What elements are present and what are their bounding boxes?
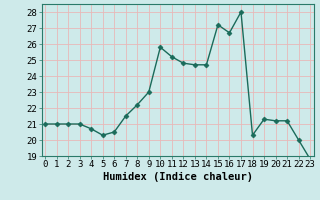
X-axis label: Humidex (Indice chaleur): Humidex (Indice chaleur) — [103, 172, 252, 182]
